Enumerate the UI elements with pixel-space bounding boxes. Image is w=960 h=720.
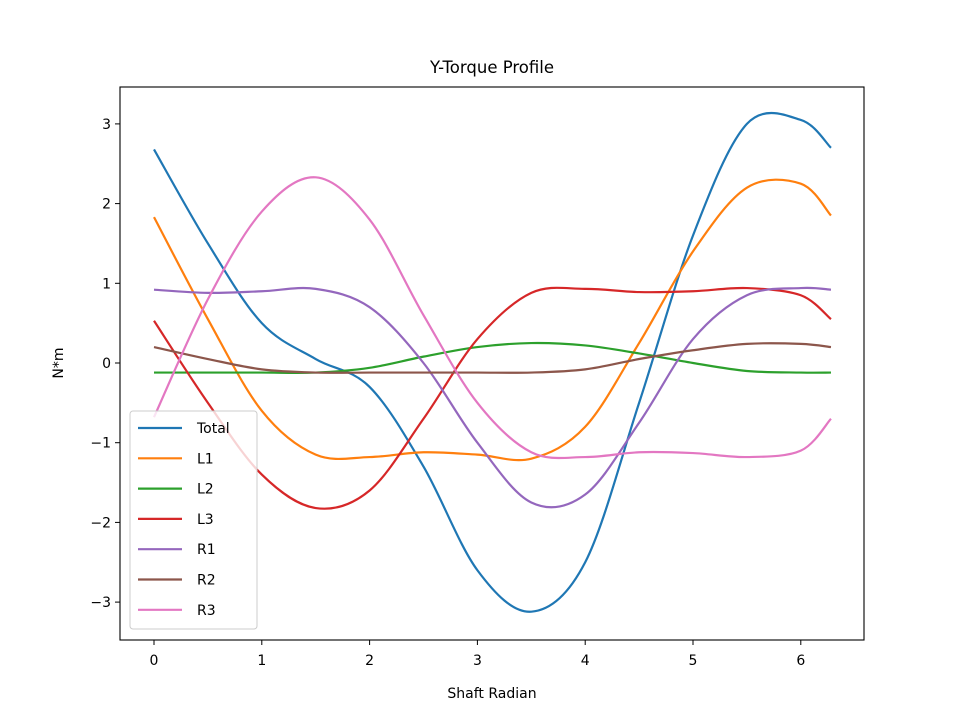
series-line-l1 (153, 178, 832, 462)
y-axis-label: N*m (51, 347, 67, 378)
chart-title: Y-Torque Profile (429, 58, 554, 77)
x-tick-label: 3 (473, 653, 482, 669)
y-axis-ticks: −3 −2 −1 0 1 2 3 (90, 117, 120, 611)
x-tick-label: 5 (689, 653, 698, 669)
y-tick-label: −2 (90, 515, 111, 531)
legend-label-l1: L1 (197, 451, 214, 467)
legend-label-l2: L2 (197, 482, 214, 498)
series-line-r2 (153, 342, 832, 374)
y-tick-label: −1 (90, 436, 111, 452)
legend-label-r2: R2 (197, 573, 216, 589)
series-line-l2 (154, 341, 831, 375)
x-tick-label: 0 (150, 653, 159, 669)
y-tick-label: 3 (102, 117, 111, 133)
legend-box (129, 410, 258, 630)
series-line-r1 (153, 286, 832, 509)
legend-label-r1: R1 (197, 542, 216, 558)
legend-label-l3: L3 (197, 512, 214, 528)
y-tick-label: −3 (90, 595, 111, 611)
y-tick-label: 2 (102, 197, 111, 213)
y-tick-label: 0 (102, 356, 111, 372)
x-axis-label: Shaft Radian (447, 686, 536, 702)
y-tick-label: 1 (102, 276, 111, 292)
x-tick-label: 1 (257, 653, 266, 669)
x-tick-label: 4 (581, 653, 590, 669)
series-line-r3 (152, 176, 832, 460)
legend-label-total: Total (196, 421, 230, 437)
x-axis-ticks: 0 1 2 3 4 5 6 (150, 640, 805, 669)
legend: Total L1 L2 L3 R1 R2 R3 (129, 410, 258, 630)
series-lines (152, 111, 832, 613)
x-tick-label: 6 (796, 653, 805, 669)
x-tick-label: 2 (365, 653, 374, 669)
series-line-total (153, 111, 832, 613)
legend-label-r3: R3 (197, 603, 216, 619)
series-line-l3 (153, 286, 832, 510)
